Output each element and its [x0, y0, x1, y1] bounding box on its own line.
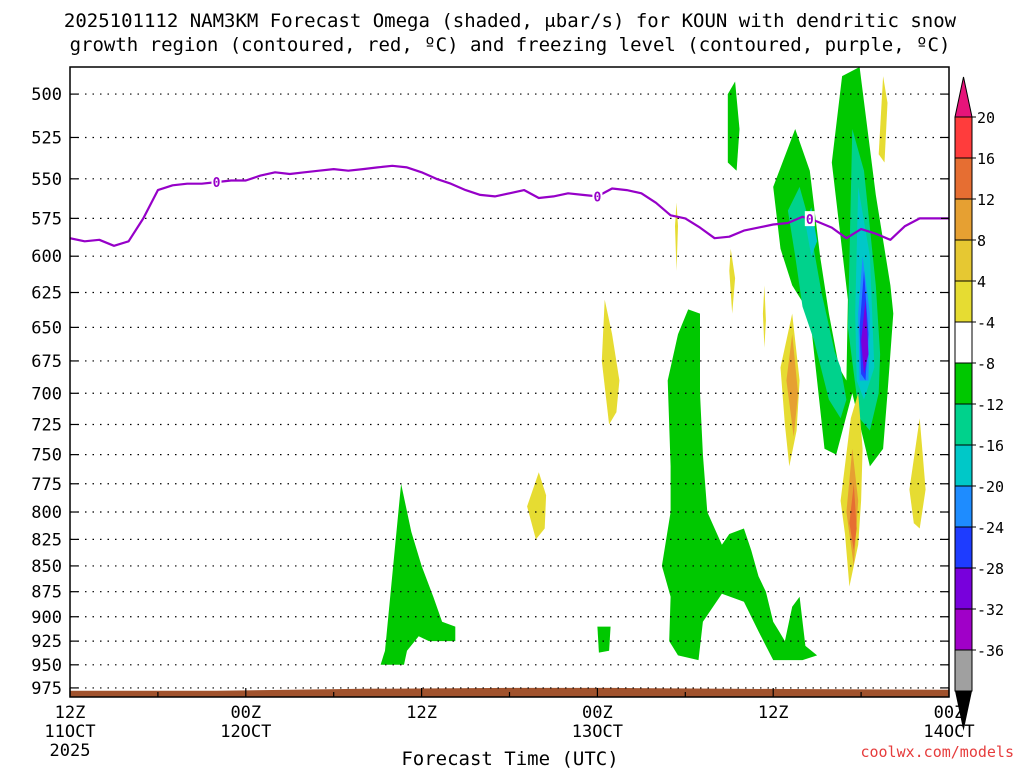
- freezing-level-label: 0: [593, 190, 601, 205]
- colorbar-bin: [954, 567, 973, 610]
- y-tick-label: 850: [31, 557, 62, 577]
- x-axis-title: Forecast Time (UTC): [401, 748, 618, 768]
- colorbar-bin: [954, 116, 973, 159]
- x-tick-date: 11OCT: [44, 722, 95, 742]
- colorbar-bin: [954, 526, 973, 569]
- omega-region-19: [878, 76, 888, 163]
- omega-shading: [380, 67, 926, 665]
- omega-region-15: [729, 248, 736, 314]
- colorbar-bin: [954, 485, 973, 528]
- plot-area: [70, 67, 949, 697]
- y-tick-label: 700: [31, 384, 62, 404]
- y-tick-label: 900: [31, 608, 62, 628]
- colorbar-bin: [954, 157, 973, 200]
- colorbar-label: -36: [977, 642, 1004, 660]
- freezing-label-bg: [211, 174, 222, 190]
- colorbar-bin: [954, 321, 973, 364]
- colorbar-bin: [954, 239, 973, 282]
- colorbar-label: -12: [977, 396, 1004, 414]
- colorbar-label: 4: [977, 273, 986, 291]
- freezing-label-bg: [804, 211, 815, 227]
- chart-title-line1: 2025101112 NAM3KM Forecast Omega (shaded…: [64, 10, 957, 32]
- colorbar-bin: [954, 444, 973, 487]
- x-tick-date: 12OCT: [220, 722, 271, 742]
- y-tick-label: 825: [31, 530, 62, 550]
- omega-region-14: [527, 472, 547, 540]
- colorbar-bin: [954, 362, 973, 405]
- x-tick-label: 12Z: [55, 703, 86, 723]
- y-tick-label: 750: [31, 446, 62, 466]
- colorbar: 20 16 12 8 4 -4 -8 -12 -16 -20 -24 -28 -32 -36: [954, 76, 1004, 731]
- colorbar-label: -16: [977, 437, 1004, 455]
- y-tick-label: 875: [31, 583, 62, 603]
- y-axis: 500 525 550 575 600 625 650 675 700 725 750 775 800 8…: [31, 85, 949, 699]
- colorbar-label: 20: [977, 109, 995, 127]
- omega-region-5: [787, 186, 847, 419]
- x-tick-label: 12Z: [406, 703, 437, 723]
- colorbar-bin: [954, 280, 973, 323]
- colorbar-label: 16: [977, 150, 995, 168]
- freezing-level-label: 0: [806, 213, 814, 228]
- y-tick-label: 950: [31, 656, 62, 676]
- freezing-level-label: 0: [213, 176, 221, 191]
- colorbar-label: 12: [977, 191, 995, 209]
- colorbar-bin: [954, 403, 973, 446]
- y-tick-label: 800: [31, 503, 62, 523]
- omega-region-11: [861, 299, 869, 374]
- y-tick-label: 500: [31, 85, 62, 105]
- omega-region-0: [380, 483, 456, 665]
- y-tick-label: 525: [31, 128, 62, 148]
- y-tick-label: 725: [31, 415, 62, 435]
- credit-text: coolwx.com/models: [860, 743, 1014, 761]
- x-tick-label: 00Z: [934, 703, 965, 723]
- y-tick-label: 675: [31, 352, 62, 372]
- y-tick-label: 775: [31, 475, 62, 495]
- colorbar-label: 8: [977, 232, 986, 250]
- x-tick-label: 12Z: [758, 703, 789, 723]
- colorbar-bin: [954, 649, 973, 692]
- colorbar-label: -24: [977, 519, 1004, 537]
- colorbar-label: -8: [977, 355, 995, 373]
- chart-title-line2: growth region (contoured, red, ºC) and f…: [70, 34, 951, 56]
- colorbar-bottom-arrow: [955, 691, 972, 731]
- omega-region-13: [601, 299, 620, 425]
- x-tick-date: 13OCT: [572, 722, 623, 742]
- y-tick-label: 650: [31, 318, 62, 338]
- omega-region-16: [762, 285, 766, 348]
- freezing-level-contour: 0 0 0: [70, 164, 949, 247]
- omega-region-3: [727, 81, 740, 171]
- omega-region-12: [675, 202, 678, 271]
- colorbar-top-arrow: [954, 76, 973, 118]
- x-tick-label: 00Z: [230, 703, 261, 723]
- colorbar-label: -32: [977, 601, 1004, 619]
- x-tick-label: 00Z: [582, 703, 613, 723]
- omega-region-1: [597, 626, 611, 653]
- x-tick-date: 14OCT: [923, 722, 974, 742]
- y-tick-label: 975: [31, 679, 62, 699]
- x-tick-year: 2025: [50, 741, 91, 761]
- omega-region-20: [909, 418, 926, 529]
- colorbar-label: -4: [977, 314, 995, 332]
- y-tick-label: 550: [31, 170, 62, 190]
- colorbar-label: -28: [977, 560, 1004, 578]
- omega-region-2: [661, 309, 818, 661]
- y-tick-label: 625: [31, 284, 62, 304]
- omega-region-21: [786, 334, 799, 437]
- y-tick-label: 575: [31, 209, 62, 229]
- freezing-label-bg: [592, 188, 603, 204]
- y-tick-label: 600: [31, 247, 62, 267]
- y-tick-label: 925: [31, 632, 62, 652]
- colorbar-label: -20: [977, 478, 1004, 496]
- omega-region-23: [849, 483, 857, 551]
- colorbar-bin: [954, 608, 973, 651]
- colorbar-bin: [954, 198, 973, 241]
